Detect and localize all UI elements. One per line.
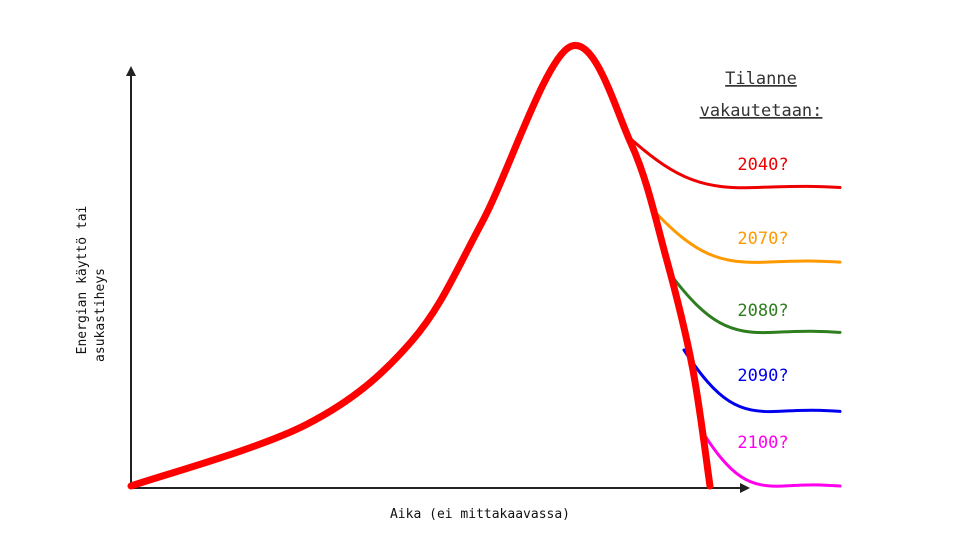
chart-title-line-1: Tilanne (725, 69, 797, 89)
branch-label-2070: 2070? (737, 229, 788, 249)
main-curve (127, 42, 714, 490)
curves-layer: 2040? 2070? 2080? 2090? 2100? (127, 42, 842, 490)
x-axis-label: Aika (ei mittakaavassa) (390, 507, 570, 522)
branch-label-2100: 2100? (737, 433, 788, 453)
chart-title-line-2: vakautetaan: (700, 101, 823, 121)
branch-curve-2080 (669, 273, 842, 335)
y-axis-label-line-2: asukastiheys (93, 268, 108, 362)
branch-curve-2090 (682, 348, 842, 414)
branch-curve-2070 (653, 210, 842, 264)
branch-label-2080: 2080? (737, 301, 788, 321)
branch-curve-2040 (630, 138, 842, 190)
branch-label-2040: 2040? (737, 155, 788, 175)
branch-label-2090: 2090? (737, 366, 788, 386)
y-axis-label-line-1: Energian käyttö tai (75, 206, 90, 355)
branch-curve-2100 (698, 426, 842, 488)
